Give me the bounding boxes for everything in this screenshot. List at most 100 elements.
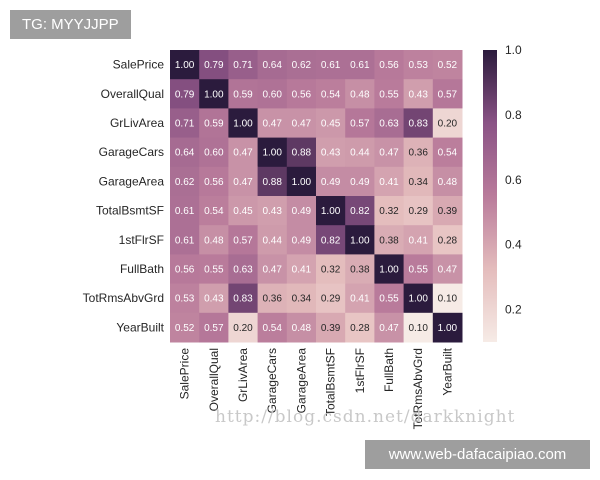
- cell-label: 0.83: [233, 294, 253, 305]
- heatmap-cell: [403, 283, 434, 314]
- cell-label: 0.88: [262, 177, 282, 188]
- cell-label: 0.49: [292, 235, 312, 246]
- cell-label: 0.48: [438, 177, 458, 188]
- cell-label: 0.62: [292, 60, 312, 71]
- y-tick-label: GarageCars: [99, 145, 164, 159]
- heatmap-cell: [316, 166, 346, 197]
- cell-label: 0.82: [350, 206, 370, 217]
- heatmap-cell: [345, 196, 375, 226]
- cell-label: 0.43: [204, 294, 224, 305]
- heatmap-cell: [257, 312, 288, 343]
- cell-label: 1.00: [321, 206, 341, 217]
- heatmap-cell: [257, 196, 288, 226]
- cell-label: 0.38: [379, 235, 399, 246]
- cell-label: 0.20: [438, 119, 458, 130]
- heatmap-cell: [286, 137, 317, 168]
- cell-label: 1.00: [379, 265, 399, 276]
- cell-label: 0.29: [408, 206, 428, 217]
- cell-label: 0.47: [233, 177, 253, 188]
- x-tick-label: TotalBsmtSF: [324, 348, 338, 416]
- heatmap-cell: [257, 283, 288, 314]
- x-tick-label: 1stFlrSF: [353, 348, 367, 393]
- cell-label: 0.32: [379, 206, 399, 217]
- cell-label: 0.28: [350, 323, 370, 334]
- heatmap-cell: [432, 137, 463, 168]
- heatmap-cell: [257, 137, 288, 168]
- heatmap-cell: [228, 225, 259, 255]
- heatmap-cell: [374, 79, 405, 109]
- heatmap-cell: [345, 137, 375, 168]
- heatmap-cell: [170, 166, 200, 197]
- heatmap-cell: [345, 108, 375, 139]
- tg-watermark: TG: MYYJJPP: [10, 10, 131, 39]
- heatmap-cell: [316, 196, 346, 226]
- heatmap-cell: [199, 108, 229, 139]
- heatmap-cell: [403, 254, 434, 285]
- cell-label: 0.60: [262, 89, 282, 100]
- cell-label: 0.57: [350, 119, 370, 130]
- heatmap-cell: [199, 225, 229, 255]
- cell-label: 0.61: [175, 206, 195, 217]
- heatmap-cell: [228, 283, 259, 314]
- cell-label: 0.47: [438, 265, 458, 276]
- heatmap-cell: [228, 254, 259, 285]
- heatmap-cell: [286, 79, 317, 109]
- heatmap-cell: [199, 79, 229, 109]
- cell-label: 0.71: [175, 119, 195, 130]
- heatmap-cell: [403, 79, 434, 109]
- heatmap-cell: [257, 50, 288, 80]
- cell-label: 0.36: [408, 148, 428, 159]
- colorbar-tick-label: 0.6: [505, 173, 522, 187]
- cell-label: 0.79: [204, 60, 224, 71]
- cell-label: 0.41: [408, 235, 428, 246]
- heatmap-cell: [316, 108, 346, 139]
- heatmap-cell: [199, 283, 229, 314]
- heatmap-cell: [170, 312, 200, 343]
- cell-label: 0.88: [292, 148, 312, 159]
- cell-label: 0.56: [292, 89, 312, 100]
- cell-label: 0.52: [175, 323, 195, 334]
- heatmap-cell: [432, 108, 463, 139]
- cell-label: 0.49: [321, 177, 341, 188]
- heatmap-cell: [374, 50, 405, 80]
- heatmap-cell: [170, 283, 200, 314]
- heatmap-cell: [403, 50, 434, 80]
- cell-label: 0.47: [379, 148, 399, 159]
- heatmap-cell: [316, 137, 346, 168]
- cell-label: 0.56: [204, 177, 224, 188]
- heatmap-cell: [170, 108, 200, 139]
- colorbar-tick-label: 0.8: [505, 108, 522, 122]
- heatmap-cell: [374, 166, 405, 197]
- colorbar-tick-label: 1.0: [505, 43, 522, 57]
- heatmap-cell: [286, 196, 317, 226]
- heatmap-cell: [403, 108, 434, 139]
- y-tick-label: TotRmsAbvGrd: [83, 291, 164, 305]
- cell-label: 0.52: [438, 60, 458, 71]
- cell-label: 0.34: [408, 177, 428, 188]
- cell-label: 0.41: [379, 177, 399, 188]
- heatmap-cell: [257, 225, 288, 255]
- cell-label: 0.60: [204, 148, 224, 159]
- cell-label: 0.41: [350, 294, 370, 305]
- cell-label: 1.00: [175, 60, 195, 71]
- heatmap-cell: [199, 137, 229, 168]
- cell-label: 0.38: [350, 265, 370, 276]
- faint-url-watermark: http://blog.csdn.net/darkknight: [215, 407, 516, 427]
- cell-label: 0.32: [321, 265, 341, 276]
- x-tick-label: GarageCars: [265, 348, 279, 413]
- cell-label: 0.61: [321, 60, 341, 71]
- x-tick-label: GarageArea: [294, 348, 308, 414]
- heatmap-cell: [432, 50, 463, 80]
- cell-label: 0.56: [379, 60, 399, 71]
- heatmap-cell: [403, 166, 434, 197]
- heatmap-cell: [345, 312, 375, 343]
- heatmap-cell: [228, 166, 259, 197]
- cell-label: 0.28: [438, 235, 458, 246]
- y-tick-label: 1stFlrSF: [119, 233, 164, 247]
- cell-label: 0.59: [233, 89, 253, 100]
- cell-label: 0.57: [204, 323, 224, 334]
- cell-label: 0.47: [233, 148, 253, 159]
- heatmap-cell: [228, 196, 259, 226]
- heatmap-cell: [316, 254, 346, 285]
- cell-label: 0.39: [438, 206, 458, 217]
